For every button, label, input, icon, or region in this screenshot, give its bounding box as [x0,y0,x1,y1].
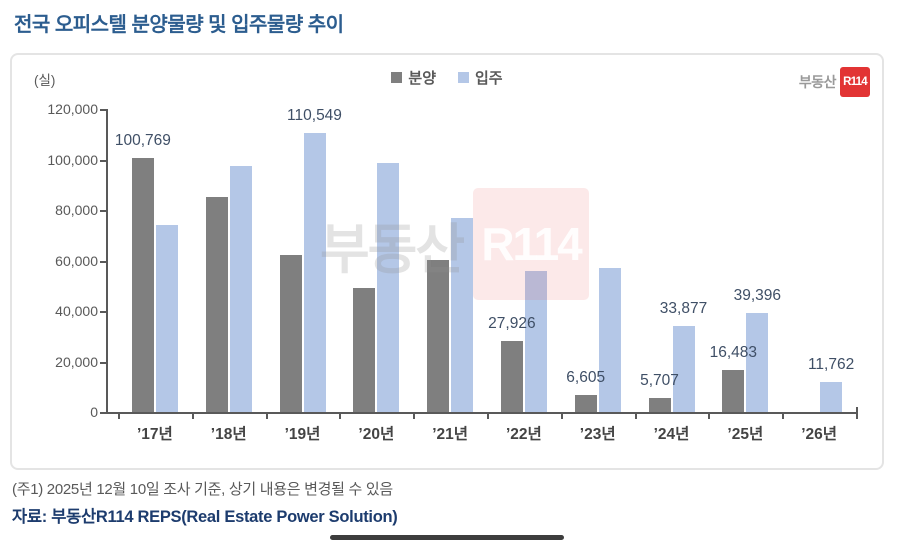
x-tick-5 [487,414,489,419]
footnote: (주1) 2025년 12월 10일 조사 기준, 상기 내용은 변경될 수 있… [12,481,393,498]
x-axis-end-tick [856,407,858,412]
bar-value-label-분양-5: 27,926 [488,315,536,332]
x-category-label-9: ’26년 [801,426,837,443]
x-category-label-8: ’25년 [727,426,764,443]
chart-legend: 분양 입주 [12,67,882,88]
bar-value-label-입주-2: 110,549 [287,107,342,124]
bar-입주-8 [746,313,769,412]
logo-text: 부동산 [798,74,837,90]
bar-입주-6 [598,268,621,412]
legend-item-0: 분양 [391,67,436,88]
x-tick-6 [560,414,563,419]
y-tick-0 [100,412,106,414]
bar-분양-5 [500,341,523,412]
bar-분양-0 [131,158,154,412]
x-category-label-0: ’17년 [136,426,173,443]
x-category-label-5: ’22년 [505,426,542,443]
bar-value-label-분양-6: 6,605 [566,369,606,386]
bar-입주-1 [229,166,252,412]
x-tick-9 [782,414,785,419]
y-tick-label-0: 0 [90,404,98,420]
x-category-label-1: ’18년 [210,426,247,443]
y-tick-2 [100,311,106,313]
bar-value-label-분양-8: 16,483 [709,344,757,361]
legend-swatch-1 [458,72,469,83]
y-axis-unit-label: (실) [34,73,56,88]
bar-value-label-분양-7: 5,707 [640,372,679,389]
bar-value-label-분양-0: 100,769 [114,132,171,149]
bar-value-label-입주-9: 11,762 [807,356,855,373]
x-category-label-2: ’19년 [284,426,321,443]
x-axis-line [106,412,858,414]
x-tick-2 [265,414,268,419]
y-tick-label-6: 120,000 [47,101,98,117]
y-tick-label-1: 20,000 [55,353,98,370]
x-tick-1 [191,414,194,419]
y-tick-label-5: 100,000 [47,151,98,168]
legend-label-1: 입주 [475,70,503,87]
source-line: 자료: 부동산R114 REPS(Real Estate Power Solut… [12,508,398,526]
bar-입주-5 [524,271,547,412]
x-tick-3 [339,414,342,419]
bar-분양-7 [648,398,671,412]
bar-입주-9 [820,382,843,412]
x-tick-0 [118,414,120,419]
page-title: 전국 오피스텔 분양물량 및 입주물량 추이 [14,14,344,36]
legend-item-1: 입주 [458,67,503,88]
plot-area: 0 20,000 40,000 60,000 80,000 100,000 120,000 ’… [12,55,882,468]
y-axis-line [106,109,108,414]
y-tick-6 [100,109,106,111]
x-tick-4 [413,414,416,419]
x-tick-7 [634,414,637,419]
bar-분양-4 [427,260,450,412]
bar-입주-7 [672,326,695,412]
legend-swatch-0 [391,72,403,83]
bar-분양-8 [722,370,745,412]
y-tick-1 [100,361,106,364]
bar-분양-1 [205,197,228,412]
bar-value-label-입주-8: 39,396 [733,287,781,304]
bar-value-label-입주-7: 33,877 [659,300,708,317]
bar-입주-2 [303,133,326,412]
y-tick-4 [100,210,106,212]
bar-입주-4 [451,218,474,412]
legend-label-0: 분양 [408,70,436,87]
x-tick-10 [856,414,858,419]
y-tick-label-3: 60,000 [55,252,98,269]
x-category-label-7: ’24년 [653,426,690,443]
r114-logo: 부동산 R114 [799,67,870,97]
logo-r114-badge: R114 [840,67,870,97]
bottom-strip [330,535,564,540]
chart-panel: (실) 분양 입주 부동산 R114 부동산 R114 0 20,000 40,000… [10,53,884,470]
x-category-label-6: ’23년 [579,426,616,443]
y-tick-label-2: 40,000 [55,303,98,319]
bar-분양-6 [574,395,597,412]
bar-입주-0 [155,225,178,412]
bar-분양-3 [353,288,376,412]
x-category-label-4: ’21년 [432,426,468,443]
bar-입주-3 [377,163,400,412]
y-tick-3 [100,260,106,263]
bar-분양-2 [279,255,302,412]
y-tick-label-4: 80,000 [55,202,98,218]
x-tick-8 [708,414,711,419]
x-category-label-3: ’20년 [358,426,395,443]
y-tick-5 [100,159,106,162]
